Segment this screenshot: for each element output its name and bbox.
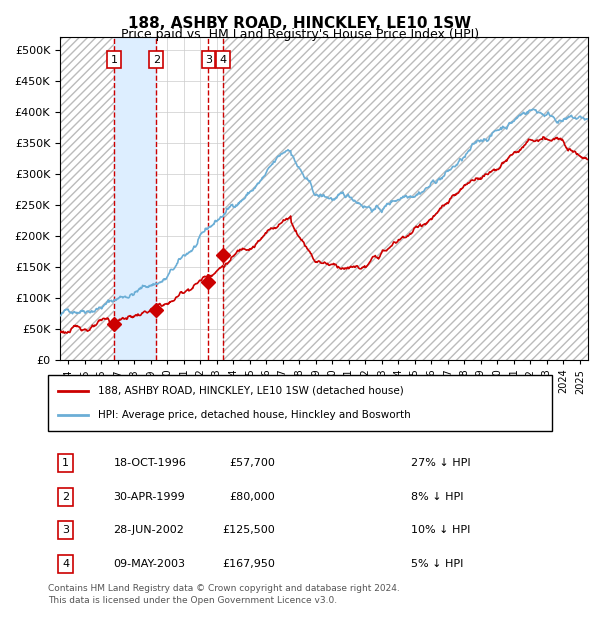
Text: 1: 1 xyxy=(111,55,118,64)
Text: 3: 3 xyxy=(205,55,212,64)
Text: 30-APR-1999: 30-APR-1999 xyxy=(113,492,185,502)
Text: This data is licensed under the Open Government Licence v3.0.: This data is licensed under the Open Gov… xyxy=(48,596,337,606)
Text: 27% ↓ HPI: 27% ↓ HPI xyxy=(411,458,470,468)
Text: 10% ↓ HPI: 10% ↓ HPI xyxy=(411,525,470,535)
Text: 18-OCT-1996: 18-OCT-1996 xyxy=(113,458,187,468)
Text: £125,500: £125,500 xyxy=(222,525,275,535)
Text: £167,950: £167,950 xyxy=(222,559,275,569)
Text: 4: 4 xyxy=(62,559,69,569)
Text: 2: 2 xyxy=(152,55,160,64)
Text: Price paid vs. HM Land Registry's House Price Index (HPI): Price paid vs. HM Land Registry's House … xyxy=(121,28,479,41)
Text: 3: 3 xyxy=(62,525,69,535)
Text: 28-JUN-2002: 28-JUN-2002 xyxy=(113,525,184,535)
Text: 188, ASHBY ROAD, HINCKLEY, LE10 1SW (detached house): 188, ASHBY ROAD, HINCKLEY, LE10 1SW (det… xyxy=(98,386,404,396)
Text: £80,000: £80,000 xyxy=(229,492,275,502)
Text: 188, ASHBY ROAD, HINCKLEY, LE10 1SW: 188, ASHBY ROAD, HINCKLEY, LE10 1SW xyxy=(128,16,472,30)
FancyBboxPatch shape xyxy=(48,375,552,431)
Text: 5% ↓ HPI: 5% ↓ HPI xyxy=(411,559,463,569)
Text: 1: 1 xyxy=(62,458,69,468)
Text: £57,700: £57,700 xyxy=(229,458,275,468)
Bar xyxy=(114,37,156,360)
Text: 2: 2 xyxy=(62,492,69,502)
Text: 8% ↓ HPI: 8% ↓ HPI xyxy=(411,492,463,502)
Text: 09-MAY-2003: 09-MAY-2003 xyxy=(113,559,185,569)
Text: Contains HM Land Registry data © Crown copyright and database right 2024.: Contains HM Land Registry data © Crown c… xyxy=(48,584,400,593)
Text: 4: 4 xyxy=(219,55,226,64)
Text: HPI: Average price, detached house, Hinckley and Bosworth: HPI: Average price, detached house, Hinc… xyxy=(98,410,411,420)
